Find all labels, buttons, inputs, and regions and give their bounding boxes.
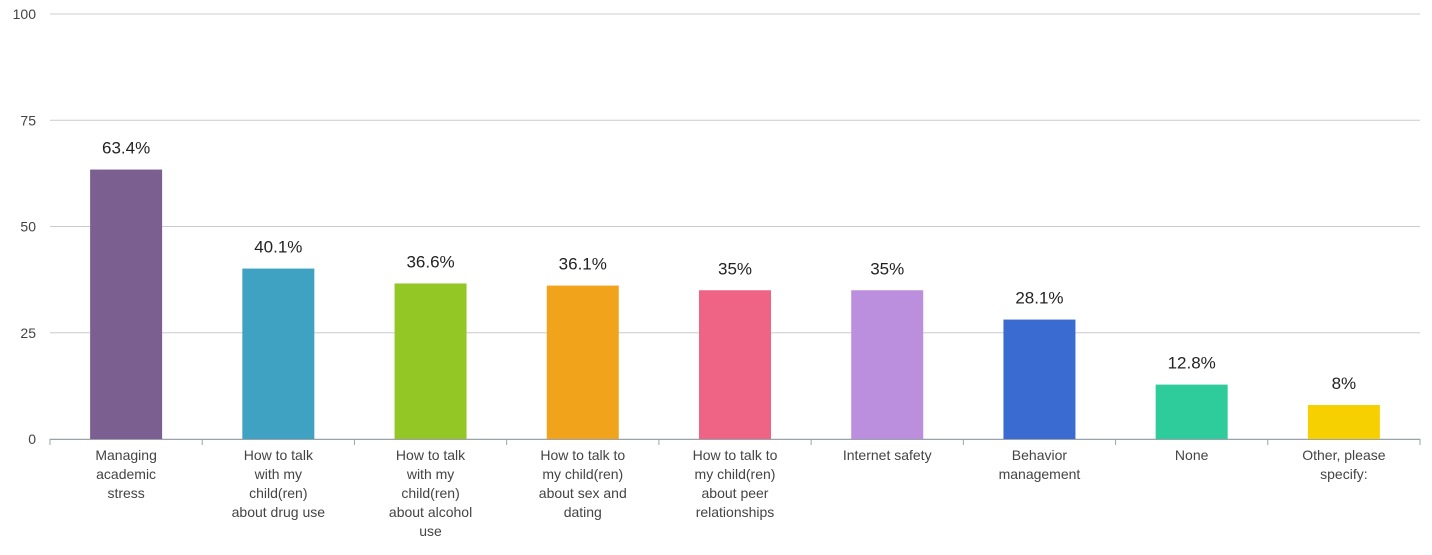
x-category-label-line: Other, please: [1302, 447, 1385, 463]
x-category-label-line: with my: [406, 466, 454, 482]
x-category-label-line: about drug use: [232, 504, 326, 520]
bar: [1003, 319, 1076, 439]
x-category-label-line: specify:: [1320, 466, 1367, 482]
y-tick-label: 100: [13, 6, 37, 22]
x-category-label-line: Behavior: [1012, 447, 1068, 463]
bar: [90, 169, 163, 440]
x-category-label-line: dating: [564, 504, 602, 520]
bar-value-label: 36.1%: [559, 255, 607, 274]
x-category-label-line: with my: [254, 466, 302, 482]
x-category-label: Managing academic stress: [95, 447, 157, 501]
x-category-label-line: stress: [107, 485, 144, 501]
x-category-label-line: child(ren): [401, 485, 459, 501]
y-tick-label: 50: [20, 219, 36, 235]
x-category-label: How to talk with my child(ren) about alcoho…: [389, 447, 472, 539]
y-tick-label: 75: [20, 112, 36, 128]
bars: [90, 169, 1380, 440]
x-category-label: Behavior management: [999, 447, 1081, 482]
x-category-label: Internet safety: [843, 447, 932, 463]
x-category-label: None: [1175, 447, 1209, 463]
x-category-label-line: How to talk to: [693, 447, 778, 463]
x-category-label-line: How to talk to: [540, 447, 625, 463]
x-category-label-line: management: [999, 466, 1081, 482]
bar: [242, 268, 315, 439]
x-category-label-line: How to talk: [396, 447, 466, 463]
x-category-label-line: my child(ren): [695, 466, 776, 482]
y-tick-label: 0: [28, 431, 36, 447]
bar: [1307, 405, 1380, 439]
x-category-label-line: academic: [96, 466, 156, 482]
x-category-label-line: about sex and: [539, 485, 627, 501]
x-category-label-line: relationships: [696, 504, 775, 520]
x-category-label-line: use: [419, 523, 442, 539]
bar-value-label: 63.4%: [102, 139, 150, 158]
bar: [546, 285, 619, 439]
bar-value-label: 12.8%: [1168, 354, 1216, 373]
bar: [851, 290, 924, 439]
x-category-label: How to talk with my child(ren) about drug u…: [232, 447, 326, 520]
x-axis: Managing academic stress How to talk with my…: [49, 439, 1421, 539]
x-category-label: How to talk to my child(ren) about peer rel…: [693, 447, 778, 520]
data-labels: 63.4% 40.1% 36.6% 36.1% 35% 35% 28.1% 12.8% 8%: [102, 139, 1356, 393]
x-category-label: How to talk to my child(ren) about sex and…: [539, 447, 627, 520]
x-category-label-line: None: [1175, 447, 1209, 463]
bar-value-label: 28.1%: [1015, 289, 1063, 308]
x-category-label-line: How to talk: [244, 447, 314, 463]
bar: [699, 290, 771, 439]
bar-value-label: 40.1%: [254, 238, 302, 257]
x-category-label-line: Managing: [95, 447, 157, 463]
x-category-label-line: Internet safety: [843, 447, 932, 463]
bar-value-label: 35%: [718, 259, 752, 278]
bar-value-label: 35%: [870, 259, 904, 278]
x-category-label-line: about peer: [702, 485, 769, 501]
y-tick-label: 25: [20, 325, 36, 341]
x-category-label-line: my child(ren): [542, 466, 623, 482]
y-axis: 0 25 50 75 100: [13, 6, 37, 447]
x-category-label-line: about alcohol: [389, 504, 472, 520]
bar-value-label: 8%: [1332, 374, 1357, 393]
bar-value-label: 36.6%: [406, 252, 454, 271]
bar: [394, 283, 467, 439]
x-category-label-line: child(ren): [249, 485, 307, 501]
x-category-label: Other, please specify:: [1302, 447, 1385, 482]
bar: [1155, 384, 1228, 439]
